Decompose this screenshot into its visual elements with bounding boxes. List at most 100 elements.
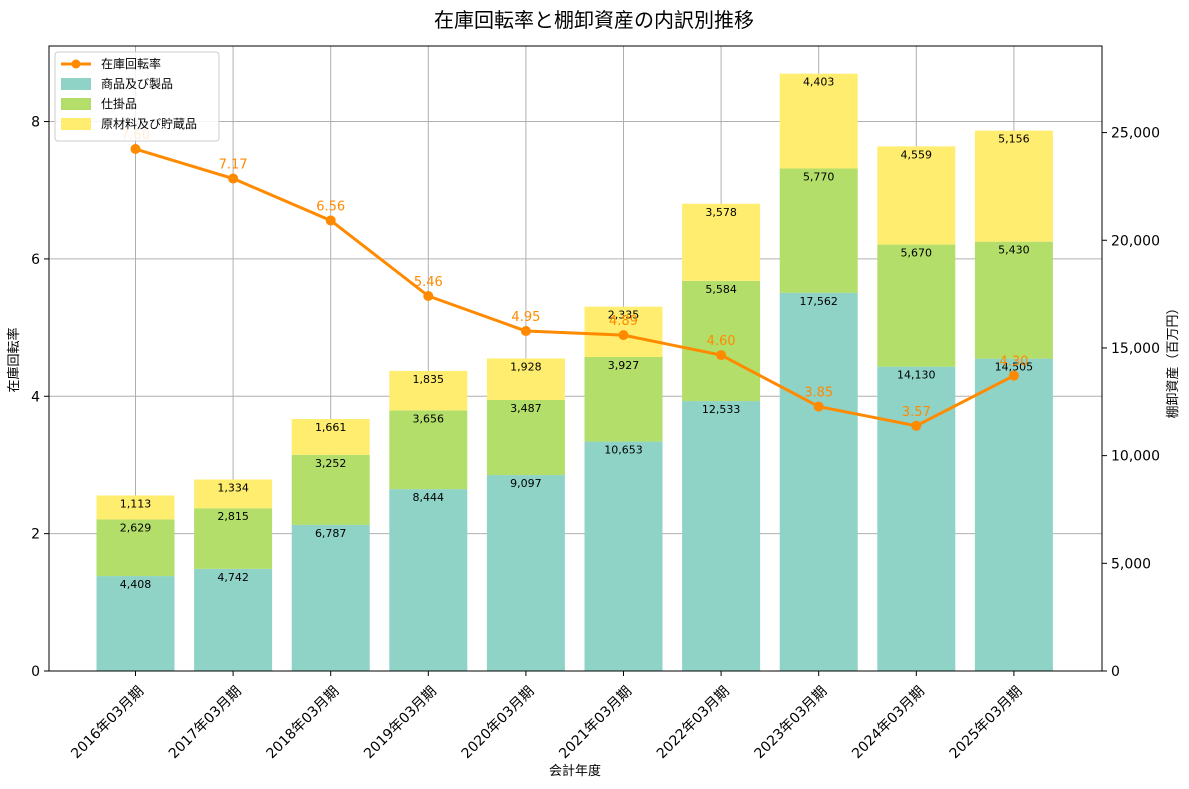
x-tick-label: 2023年03月期 [752,683,831,762]
bar-segment [291,419,370,455]
x-axis: 2016年03月期 2017年03月期 2018年03月期 2019年03月期 2020… [68,671,1026,762]
bar-segment [194,479,273,509]
left-tick-label: 2 [31,527,40,543]
x-tick-label: 2022年03月期 [654,683,733,762]
bar-value-label: 9,097 [510,477,542,490]
bar-value-label: 3,487 [510,402,542,415]
bar-value-label: 2,629 [120,521,152,534]
right-tick-label: 0 [1111,664,1120,680]
turnover-point [423,291,434,301]
bar-value-label: 14,130 [897,369,936,382]
bar-segment [974,358,1053,671]
legend-box [54,51,220,142]
legend-swatch-marker [71,59,81,69]
legend-label: 商品及び製品 [101,76,173,91]
x-tick-label: 2018年03月期 [264,683,343,762]
turnover-line: 7.607.176.565.464.954.894.603.853.574.30 [121,128,1028,431]
bar-value-label: 4,408 [120,578,152,591]
bar-segment [682,401,761,671]
bar-segment [974,130,1053,242]
right-axis-title: 棚卸資産（百万円） [1165,301,1181,418]
x-tick-label: 2017年03月期 [166,683,245,762]
bar-value-label: 3,578 [705,206,737,219]
bar-segment [389,370,468,411]
x-tick-label: 2019年03月期 [361,683,440,762]
turnover-point [911,420,922,431]
bar-value-label: 3,252 [315,457,347,470]
bar-segment [486,399,565,476]
right-tick-label: 15,000 [1111,341,1160,357]
turnover-value-label: 4.95 [511,310,540,325]
legend-label: 原材料及び貯蔵品 [101,117,197,131]
bar-value-label: 2,335 [608,309,640,322]
right-axis: 0 5,000 10,000 15,000 20,000 25,000 [1102,126,1160,680]
bar-segment [584,356,663,442]
bar-value-label: 12,533 [702,403,741,416]
bar-segment [974,241,1053,359]
bar-value-label: 17,562 [799,295,838,308]
right-tick-label: 20,000 [1111,233,1160,249]
bar-segment [877,244,956,367]
bar-value-label: 1,835 [413,373,445,386]
turnover-value-label: 5.46 [414,275,443,290]
turnover-value-label: 4.30 [999,355,1028,370]
x-tick-label: 2025年03月期 [947,683,1026,762]
bar-value-label: 10,653 [604,444,643,457]
bar-segment [779,292,858,671]
bar-segment [682,280,761,402]
x-tick-label: 2021年03月期 [556,683,635,762]
bar-value-label: 3,927 [608,359,640,372]
right-tick-label: 5,000 [1111,556,1151,572]
bar-value-label: 2,815 [217,510,249,523]
left-tick-label: 8 [31,115,40,131]
legend-swatch [61,78,91,90]
bar-value-label: 1,928 [510,360,542,373]
turnover-line-path [135,147,1015,428]
bar-value-label: 1,334 [217,482,249,495]
bar-segment [389,410,468,490]
bar-value-label: 5,670 [901,247,933,260]
legend-swatch [61,118,91,130]
bar-value-label: 14,505 [995,361,1034,374]
turnover-point [228,173,239,184]
turnover-value-label: 3.57 [902,405,931,420]
bar-value-label: 5,430 [998,244,1030,257]
left-tick-label: 4 [31,389,40,405]
right-tick-label: 10,000 [1111,449,1160,465]
bar-value-label: 4,742 [217,571,249,584]
turnover-point [716,350,727,361]
bar-value-label: 1,113 [120,497,152,510]
bar-segment [877,366,956,671]
turnover-point [130,144,141,155]
left-axis-title: 在庫回転率 [6,327,22,392]
bar-value-label: 4,403 [803,76,835,89]
bar-segment [779,168,858,293]
turnover-value-label: 4.89 [609,314,638,329]
x-tick-label: 2016年03月期 [68,683,147,762]
bar-value-label: 4,559 [901,148,933,161]
turnover-point [520,326,531,337]
bar-segment [682,203,761,281]
bar-value-label: 6,787 [315,527,347,540]
bar-segment [486,358,565,400]
bar-segment [584,441,663,671]
bar-segment [96,576,175,671]
bar-value-label: 3,656 [413,412,445,425]
legend-swatch [61,98,91,110]
turnover-value-label: 6.56 [316,199,345,214]
turnover-value-label: 7.17 [219,158,248,173]
bar-value-label: 8,444 [413,491,445,504]
left-tick-label: 0 [31,664,40,680]
turnover-point [1008,370,1019,381]
bar-segment [389,489,468,671]
turnover-point [325,215,336,226]
left-axis: 0 2 4 6 8 [31,115,49,680]
bar-value-label: 5,156 [998,133,1030,146]
x-axis-title: 会計年度 [549,763,601,779]
legend-label: 仕掛品 [101,96,137,111]
turnover-value-label: 3.85 [804,386,833,401]
bar-labels: 4,408 2,629 1,113 4,742 2,815 1,334 6,787 3,252… [120,76,1033,591]
bar-segment [291,524,370,671]
